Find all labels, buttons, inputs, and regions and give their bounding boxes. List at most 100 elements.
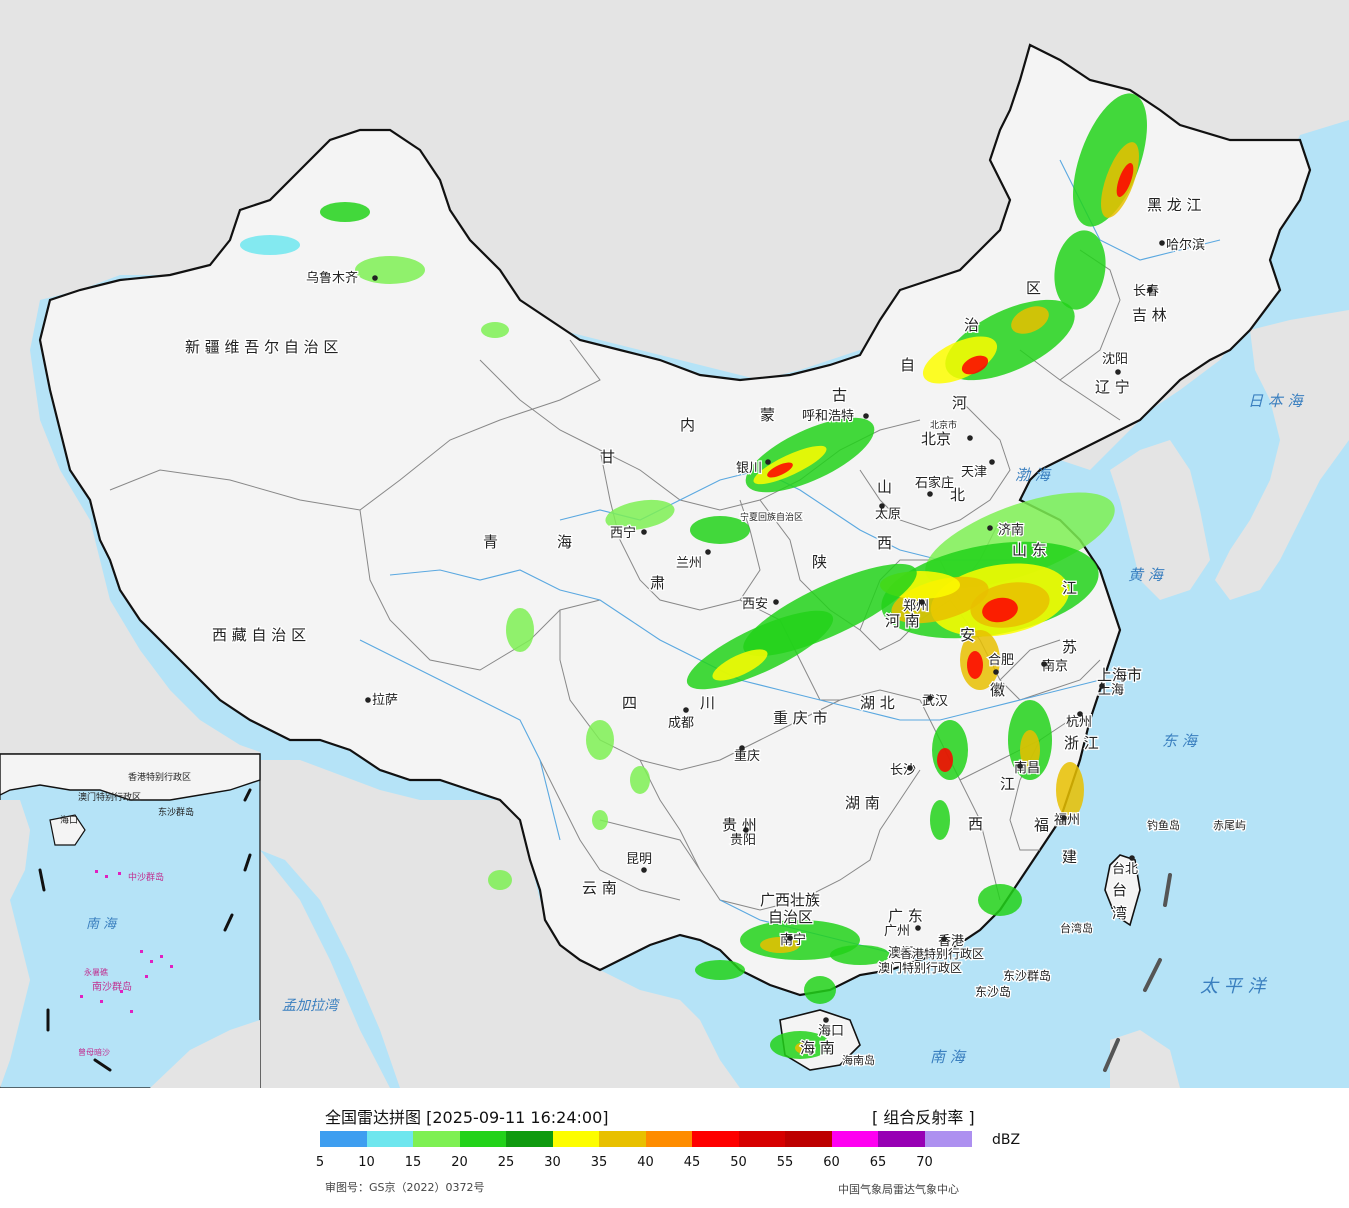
legend-tick-label: 65 — [869, 1155, 887, 1170]
legend-tick-label: 70 — [916, 1155, 933, 1170]
sea-label: 南 海 — [930, 1048, 967, 1066]
city-label: 南宁 — [780, 932, 806, 948]
city-label: 北京市 — [930, 419, 957, 431]
special-region-label: 海南岛 — [842, 1053, 875, 1067]
eastern-dash-line — [1103, 873, 1172, 1072]
radar-echo — [937, 748, 953, 772]
radar-echo — [930, 800, 950, 840]
legend-tick-label: 55 — [776, 1155, 794, 1170]
legend-swatch — [692, 1131, 739, 1147]
province-label: 青 — [483, 533, 498, 551]
province-label: 江 — [1062, 579, 1077, 597]
legend-swatch — [738, 1131, 786, 1147]
radar-echo — [488, 870, 512, 890]
city-label: 昆明 — [626, 852, 652, 867]
city-marker — [1159, 240, 1165, 246]
province-label: 西 — [968, 815, 983, 833]
city-marker — [1115, 369, 1121, 375]
province-label: 自 — [900, 356, 915, 374]
foreign-land-southwest — [260, 760, 740, 1088]
radar-echo — [1020, 730, 1040, 770]
sea-label: 黄 海 — [1128, 566, 1165, 584]
province-label: 福 — [1034, 816, 1049, 834]
south-china-sea-inset — [0, 753, 261, 1088]
legend-swatch — [320, 1131, 367, 1147]
city-marker — [1129, 855, 1135, 861]
radar-echo — [961, 355, 989, 375]
legend-tick-label: 20 — [451, 1155, 468, 1170]
province-label: 湖 南 — [845, 794, 880, 812]
radar-echo — [922, 336, 998, 384]
foreign-land-philippines — [1110, 1030, 1180, 1088]
source-credit: 中国气象局雷达气象中心 — [838, 1183, 959, 1196]
province-label: 浙 江 — [1064, 734, 1099, 752]
special-region-label: 赤尾屿 — [1213, 819, 1246, 832]
radar-echo — [932, 720, 968, 780]
province-label: 海 南 — [800, 1039, 835, 1057]
city-label: 西安 — [742, 597, 768, 612]
province-label: 安 — [960, 626, 975, 644]
inset-label: 东沙群岛 — [158, 806, 194, 818]
city-label: 天津 — [961, 465, 987, 480]
city-label: 贵阳 — [730, 833, 756, 848]
sea-label: 孟加拉湾 — [282, 998, 340, 1014]
city-label: 长沙 — [890, 763, 916, 778]
city-label: 福州 — [1054, 813, 1080, 828]
legend-tick-label: 25 — [497, 1155, 515, 1170]
city-label: 台北 — [1112, 862, 1138, 877]
inset-label: 海口 — [60, 814, 78, 826]
city-marker — [915, 925, 921, 931]
city-marker — [1061, 815, 1067, 821]
inset-label: 南 海 — [86, 917, 118, 932]
province-label: 湾 — [1112, 904, 1127, 922]
legend-swatch — [506, 1131, 553, 1147]
legend-product: [ 组合反射率 ] — [872, 1108, 975, 1127]
province-label: 海 — [557, 533, 572, 551]
special-region-label: 台湾岛 — [1060, 921, 1093, 935]
province-label: 区 — [1026, 279, 1041, 297]
radar-echo — [1056, 762, 1084, 818]
special-region-label: 澳门特别行政区 — [878, 960, 962, 975]
city-label: 重庆 — [734, 748, 760, 764]
legend-tick-label: 50 — [730, 1155, 747, 1170]
city-marker — [993, 669, 999, 675]
radar-echoes — [20, 93, 1147, 1059]
radar-echo — [978, 884, 1022, 916]
inset-label: 香港特别行政区 — [128, 771, 191, 783]
city-label: 西宁 — [610, 525, 636, 541]
radar-echo — [830, 945, 890, 965]
radar-echo — [1073, 93, 1147, 227]
radar-echo — [320, 202, 370, 222]
legend-tick-label: 15 — [404, 1155, 422, 1170]
province-label: 西 — [877, 534, 892, 552]
inset-label: 澳门特别行政区 — [78, 791, 141, 803]
city-label: 成都 — [668, 716, 694, 731]
city-marker — [927, 695, 933, 701]
city-marker — [939, 948, 945, 954]
province-label: 北 — [950, 486, 965, 504]
city-label: 银川 — [736, 461, 762, 476]
province-label: 四 — [622, 694, 637, 712]
city-marker — [765, 459, 771, 465]
radar-echo — [1011, 306, 1049, 334]
taiwan-island — [1104, 854, 1141, 927]
legend-swatch — [785, 1131, 832, 1147]
inset-land-borneo — [150, 1020, 260, 1088]
legend-swatch — [366, 1131, 414, 1147]
legend-swatch — [831, 1131, 879, 1147]
province-label: 内 — [680, 416, 695, 434]
city-label: 合肥 — [988, 653, 1014, 668]
inset-land-indochina — [0, 800, 30, 1088]
province-label: 吉 林 — [1132, 306, 1167, 324]
inset-frame — [0, 753, 261, 1088]
province-label: 云 南 — [582, 879, 617, 897]
nine-dash-line — [38, 788, 252, 1072]
province-label: 甘 — [600, 448, 615, 466]
radar-echo — [481, 322, 509, 338]
city-marker — [927, 491, 933, 497]
province-label: 贵 州 — [722, 816, 757, 834]
radar-echo — [690, 516, 750, 544]
city-marker — [919, 599, 925, 605]
radar-echo — [506, 608, 534, 652]
province-label: 河 南 — [885, 612, 920, 630]
